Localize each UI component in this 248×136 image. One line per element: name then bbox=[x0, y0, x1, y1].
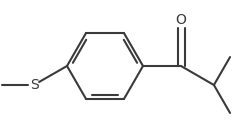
Text: O: O bbox=[176, 13, 186, 27]
Text: S: S bbox=[30, 78, 38, 92]
